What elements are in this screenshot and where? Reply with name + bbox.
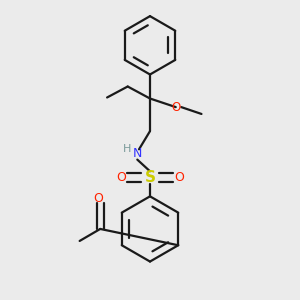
- Text: S: S: [145, 170, 155, 185]
- Text: O: O: [174, 171, 184, 184]
- Text: O: O: [171, 100, 180, 114]
- Text: O: O: [94, 192, 103, 205]
- Text: O: O: [116, 171, 126, 184]
- Text: N: N: [133, 147, 142, 160]
- Text: H: H: [122, 144, 131, 154]
